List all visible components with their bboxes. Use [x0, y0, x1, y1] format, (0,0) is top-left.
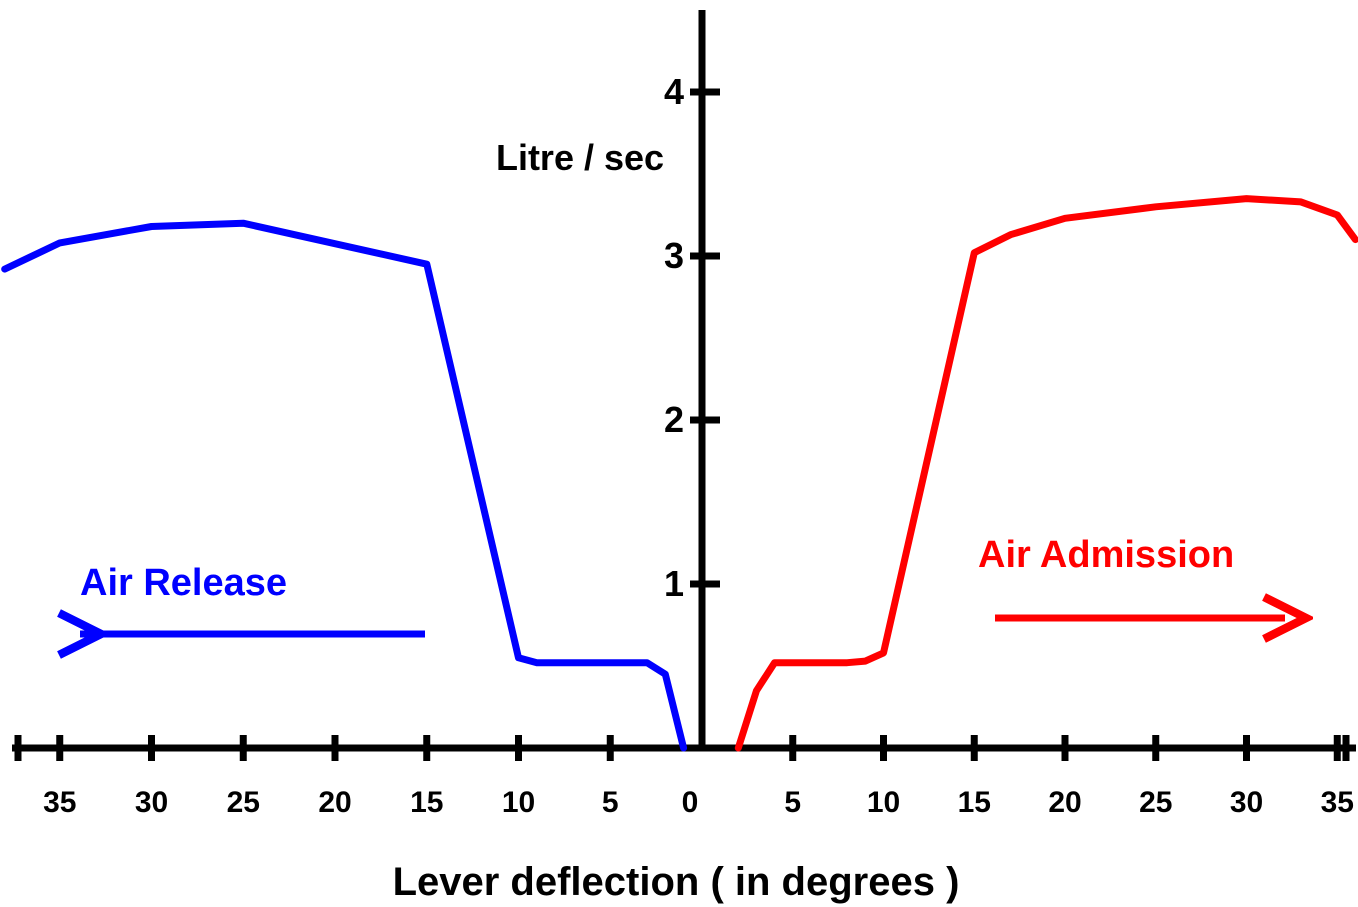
y-axis-label: Litre / sec: [496, 137, 664, 178]
x-tick-label-zero-0: 0: [682, 786, 699, 819]
x-tick-label-right-5: 30: [1230, 786, 1263, 819]
x-tick-label-left-1: 30: [135, 786, 168, 819]
y-tick-label-1: 2: [664, 399, 684, 440]
air-release-label: Air Release: [80, 562, 287, 604]
x-tick-label-left-5: 10: [502, 786, 535, 819]
x-tick-label-right-4: 25: [1139, 786, 1172, 819]
series-line-air-admission: [734, 195, 1358, 752]
series: [1, 195, 1358, 752]
x-tick-label-left-6: 5: [602, 786, 619, 819]
x-tick-label-right-6: 35: [1321, 786, 1354, 819]
y-tick-label-2: 3: [664, 235, 684, 276]
x-tick-label-left-4: 15: [410, 786, 443, 819]
x-tick-label-right-3: 20: [1048, 786, 1081, 819]
air-release-annotation: Air Release: [80, 562, 425, 634]
x-ticks: 35 30 25 20 15 10 5 0 5 10 15 20 25 30 35: [14, 735, 1354, 819]
y-tick-label-3: 4: [664, 71, 684, 112]
air-admission-annotation: Air Admission: [978, 534, 1285, 618]
x-tick-label-right-1: 10: [867, 786, 900, 819]
x-axis-label: Lever deflection ( in degrees ): [393, 860, 960, 904]
x-tick-label-left-0: 35: [43, 786, 76, 819]
x-tick-label-right-2: 15: [958, 786, 991, 819]
y-ticks: 1 2 3 4: [664, 71, 720, 604]
series-line-air-release: [1, 219, 688, 752]
y-tick-label-0: 1: [664, 563, 684, 604]
air-admission-label: Air Admission: [978, 534, 1234, 576]
x-tick-label-left-3: 20: [318, 786, 351, 819]
x-tick-label-right-0: 5: [784, 786, 801, 819]
x-tick-label-left-2: 25: [227, 786, 260, 819]
